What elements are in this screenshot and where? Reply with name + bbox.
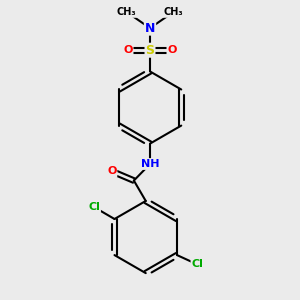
Text: O: O [107,166,116,176]
Text: Cl: Cl [88,202,100,212]
Text: O: O [167,45,177,55]
Text: CH₃: CH₃ [117,7,136,17]
Text: S: S [146,44,154,57]
Text: O: O [123,45,133,55]
Text: CH₃: CH₃ [164,7,183,17]
Text: N: N [145,22,155,34]
Text: NH: NH [141,159,159,169]
Text: Cl: Cl [191,260,203,269]
